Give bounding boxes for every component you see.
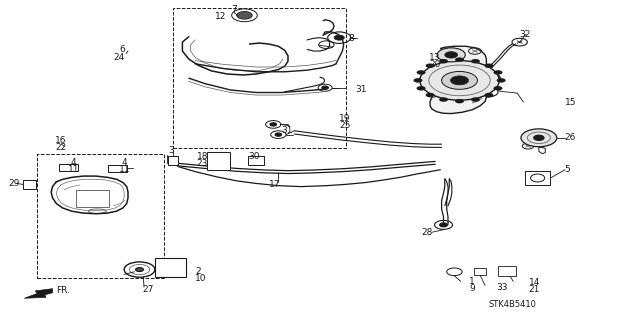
Text: 14: 14 bbox=[529, 278, 540, 287]
Text: 20: 20 bbox=[429, 60, 441, 69]
Bar bbox=[59, 164, 78, 171]
Text: 2: 2 bbox=[195, 267, 201, 276]
Circle shape bbox=[439, 97, 448, 102]
Text: 9: 9 bbox=[470, 284, 475, 293]
Text: 6: 6 bbox=[119, 45, 125, 54]
Circle shape bbox=[439, 59, 448, 63]
Text: 12: 12 bbox=[215, 12, 227, 21]
Circle shape bbox=[275, 133, 282, 136]
Text: 31: 31 bbox=[355, 85, 367, 94]
Bar bbox=[23, 180, 36, 189]
Text: 31: 31 bbox=[282, 126, 293, 135]
Circle shape bbox=[493, 70, 502, 75]
Circle shape bbox=[534, 135, 544, 140]
Bar bbox=[37, 154, 164, 278]
Text: 3: 3 bbox=[169, 146, 174, 155]
Circle shape bbox=[471, 59, 480, 63]
Text: FR.: FR. bbox=[56, 286, 70, 295]
Circle shape bbox=[455, 99, 464, 103]
Bar bbox=[173, 8, 346, 148]
Text: 4: 4 bbox=[122, 158, 127, 167]
Circle shape bbox=[417, 86, 426, 91]
Text: 11: 11 bbox=[68, 165, 79, 174]
Text: 28: 28 bbox=[422, 228, 433, 237]
Circle shape bbox=[413, 78, 422, 83]
Polygon shape bbox=[24, 289, 52, 298]
Text: 15: 15 bbox=[564, 98, 576, 107]
Text: 19: 19 bbox=[339, 114, 351, 122]
Text: 17: 17 bbox=[269, 180, 281, 189]
Polygon shape bbox=[430, 46, 500, 114]
Circle shape bbox=[484, 63, 493, 68]
Bar bbox=[108, 165, 127, 172]
Text: 5: 5 bbox=[564, 165, 570, 174]
Text: STK4B5410: STK4B5410 bbox=[488, 300, 536, 309]
Bar bbox=[207, 152, 230, 170]
Text: 18: 18 bbox=[196, 152, 208, 161]
Text: 33: 33 bbox=[497, 283, 508, 292]
Bar bbox=[155, 258, 186, 277]
Bar bbox=[168, 156, 178, 165]
Text: 24: 24 bbox=[113, 53, 125, 62]
Circle shape bbox=[136, 268, 143, 271]
Circle shape bbox=[420, 61, 499, 100]
Circle shape bbox=[237, 11, 252, 19]
Bar bbox=[474, 268, 486, 275]
Bar bbox=[76, 190, 109, 207]
Text: 23: 23 bbox=[196, 160, 208, 168]
Text: 22: 22 bbox=[55, 143, 67, 152]
Circle shape bbox=[484, 93, 493, 97]
Circle shape bbox=[471, 97, 480, 102]
Text: 26: 26 bbox=[564, 133, 576, 142]
Text: 8: 8 bbox=[349, 34, 355, 43]
Text: 16: 16 bbox=[55, 136, 67, 145]
Circle shape bbox=[451, 76, 468, 85]
Text: 7: 7 bbox=[231, 5, 236, 14]
Circle shape bbox=[270, 123, 276, 126]
Bar bbox=[248, 156, 264, 165]
Circle shape bbox=[442, 71, 477, 89]
Bar bbox=[525, 171, 550, 185]
Text: 29: 29 bbox=[8, 179, 20, 188]
Text: 10: 10 bbox=[195, 274, 207, 283]
Circle shape bbox=[521, 129, 557, 147]
Text: 27: 27 bbox=[143, 285, 154, 294]
Circle shape bbox=[455, 57, 464, 62]
Text: 25: 25 bbox=[339, 121, 351, 130]
Circle shape bbox=[334, 35, 344, 40]
Circle shape bbox=[437, 48, 465, 62]
Circle shape bbox=[445, 52, 458, 58]
Circle shape bbox=[426, 93, 435, 97]
Text: 13: 13 bbox=[429, 53, 441, 62]
Circle shape bbox=[426, 63, 435, 68]
Circle shape bbox=[497, 78, 506, 83]
Circle shape bbox=[493, 86, 502, 91]
Text: 32: 32 bbox=[519, 30, 531, 39]
Text: 30: 30 bbox=[248, 152, 260, 161]
Circle shape bbox=[440, 223, 447, 227]
Bar bbox=[498, 266, 516, 276]
Text: 21: 21 bbox=[529, 285, 540, 294]
Bar bbox=[158, 259, 182, 275]
Text: 4: 4 bbox=[71, 158, 76, 167]
Text: 1: 1 bbox=[470, 277, 475, 286]
Circle shape bbox=[417, 70, 426, 75]
Circle shape bbox=[322, 86, 328, 89]
Text: 11: 11 bbox=[119, 165, 131, 174]
